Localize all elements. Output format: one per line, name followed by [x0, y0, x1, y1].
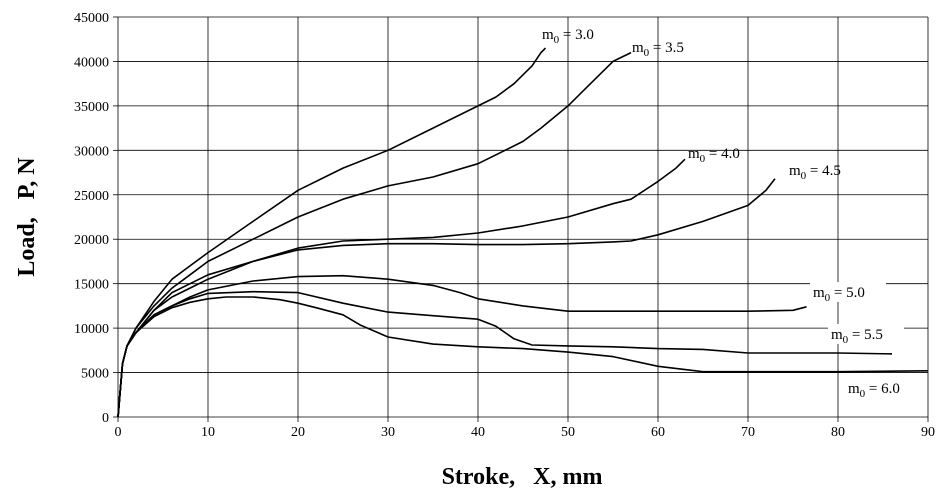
- x-tick-labels: 0 10 20 30 40 50 60 70 80 90: [115, 417, 935, 440]
- series-label-6: m0 = 5.5: [831, 327, 883, 346]
- y-tick-label: 35000: [74, 100, 109, 115]
- x-tick-label: 0: [115, 425, 122, 440]
- series-label-7: m0 = 6.0: [848, 381, 900, 400]
- series-label-bg: [810, 282, 886, 302]
- series-line-4: [117, 178, 776, 418]
- x-tick-label: 40: [471, 425, 485, 440]
- series-label-4: m0 = 4.5: [789, 163, 841, 182]
- x-tick-label: 20: [291, 425, 305, 440]
- series-line-2: [117, 51, 632, 418]
- y-tick-label: 30000: [74, 144, 109, 159]
- series-line-7: [117, 296, 929, 418]
- series-label-5: m0 = 5.0: [813, 285, 865, 304]
- series-label-3: m0 = 4.0: [688, 146, 740, 165]
- y-tick-label: 25000: [74, 189, 109, 204]
- x-tick-label: 60: [651, 425, 665, 440]
- x-tick-label: 80: [831, 425, 845, 440]
- y-tick-label: 40000: [74, 55, 109, 70]
- y-tick-label: 0: [102, 411, 109, 426]
- series-label-1: m0 = 3.0: [542, 27, 594, 46]
- x-axis-title: Stroke, X, mm: [442, 464, 603, 490]
- series-line-6: [117, 290, 893, 418]
- y-tick-labels: 0 5000 10000 15000 20000 25000 30000 35000 40000…: [74, 11, 118, 426]
- y-tick-label: 5000: [81, 367, 109, 382]
- y-axis-title: Load, P, N: [14, 157, 40, 277]
- x-tick-label: 70: [741, 425, 755, 440]
- y-tick-label: 45000: [74, 11, 109, 26]
- x-tick-label: 90: [921, 425, 935, 440]
- series-label-bg: [828, 324, 904, 344]
- series-line-3: [117, 158, 686, 418]
- series-label-2: m0 = 3.5: [632, 40, 684, 59]
- series-lines: [117, 47, 929, 418]
- x-tick-label: 50: [561, 425, 575, 440]
- y-tick-label: 20000: [74, 233, 109, 248]
- x-tick-label: 10: [201, 425, 215, 440]
- y-tick-label: 10000: [74, 322, 109, 337]
- series-labels: m0 = 3.0 m0 = 3.5 m0 = 4.0 m0 = 4.5 m0 = 5.0…: [542, 27, 921, 400]
- x-tick-label: 30: [381, 425, 395, 440]
- grid: [117, 16, 929, 418]
- y-tick-label: 15000: [74, 278, 109, 293]
- series-label-bg: [845, 378, 921, 398]
